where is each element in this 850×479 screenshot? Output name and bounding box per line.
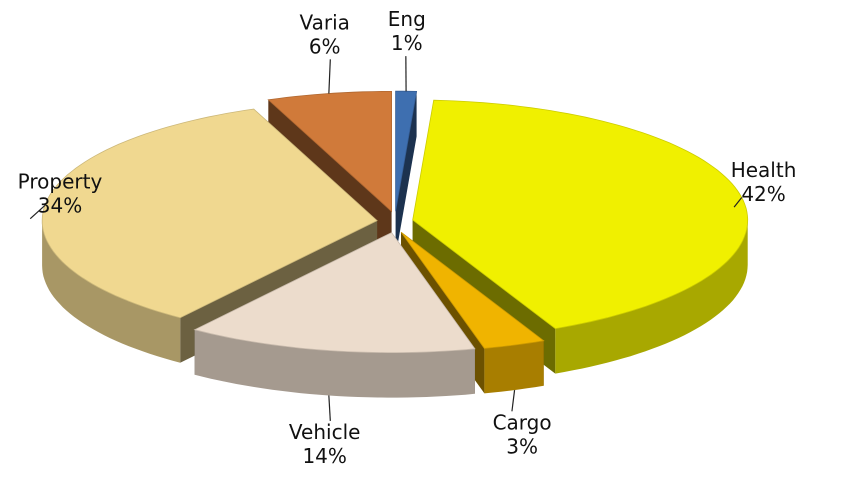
- slice-side: [194, 329, 475, 398]
- label-name: Eng: [388, 7, 426, 31]
- pie-slice: [41, 108, 378, 319]
- label-name: Vehicle: [289, 420, 361, 444]
- data-label: Cargo 3%: [493, 410, 552, 458]
- leader-line: [733, 197, 743, 208]
- label-value: 14%: [302, 444, 346, 468]
- label-name: Property: [18, 170, 103, 194]
- pie-slice: [267, 91, 392, 213]
- label-value: 1%: [391, 31, 423, 55]
- slice: [193, 232, 476, 398]
- data-label: Eng 1%: [388, 7, 426, 55]
- label-value: 3%: [506, 434, 538, 458]
- label-name: Varia: [299, 10, 349, 34]
- data-label: Vehicle 14%: [289, 420, 361, 468]
- slice: [395, 90, 418, 257]
- slice-side: [42, 220, 181, 363]
- label-value: 6%: [309, 34, 341, 58]
- data-label: Property 34%: [18, 170, 103, 218]
- slice-side: [555, 220, 748, 374]
- leader-line: [328, 395, 331, 421]
- data-label: Health 42%: [731, 158, 797, 206]
- data-label: Varia 6%: [299, 10, 349, 58]
- leader-line: [328, 59, 331, 94]
- pie-slice: [400, 231, 545, 349]
- leader-line: [511, 389, 516, 412]
- slice-cut-face: [395, 91, 417, 257]
- label-name: Cargo: [493, 410, 552, 434]
- leader-line: [29, 205, 46, 220]
- slice-side: [484, 340, 544, 394]
- pie-slice: [193, 232, 476, 353]
- label-name: Health: [731, 158, 797, 182]
- label-value: 34%: [38, 194, 82, 218]
- label-value: 42%: [741, 182, 785, 206]
